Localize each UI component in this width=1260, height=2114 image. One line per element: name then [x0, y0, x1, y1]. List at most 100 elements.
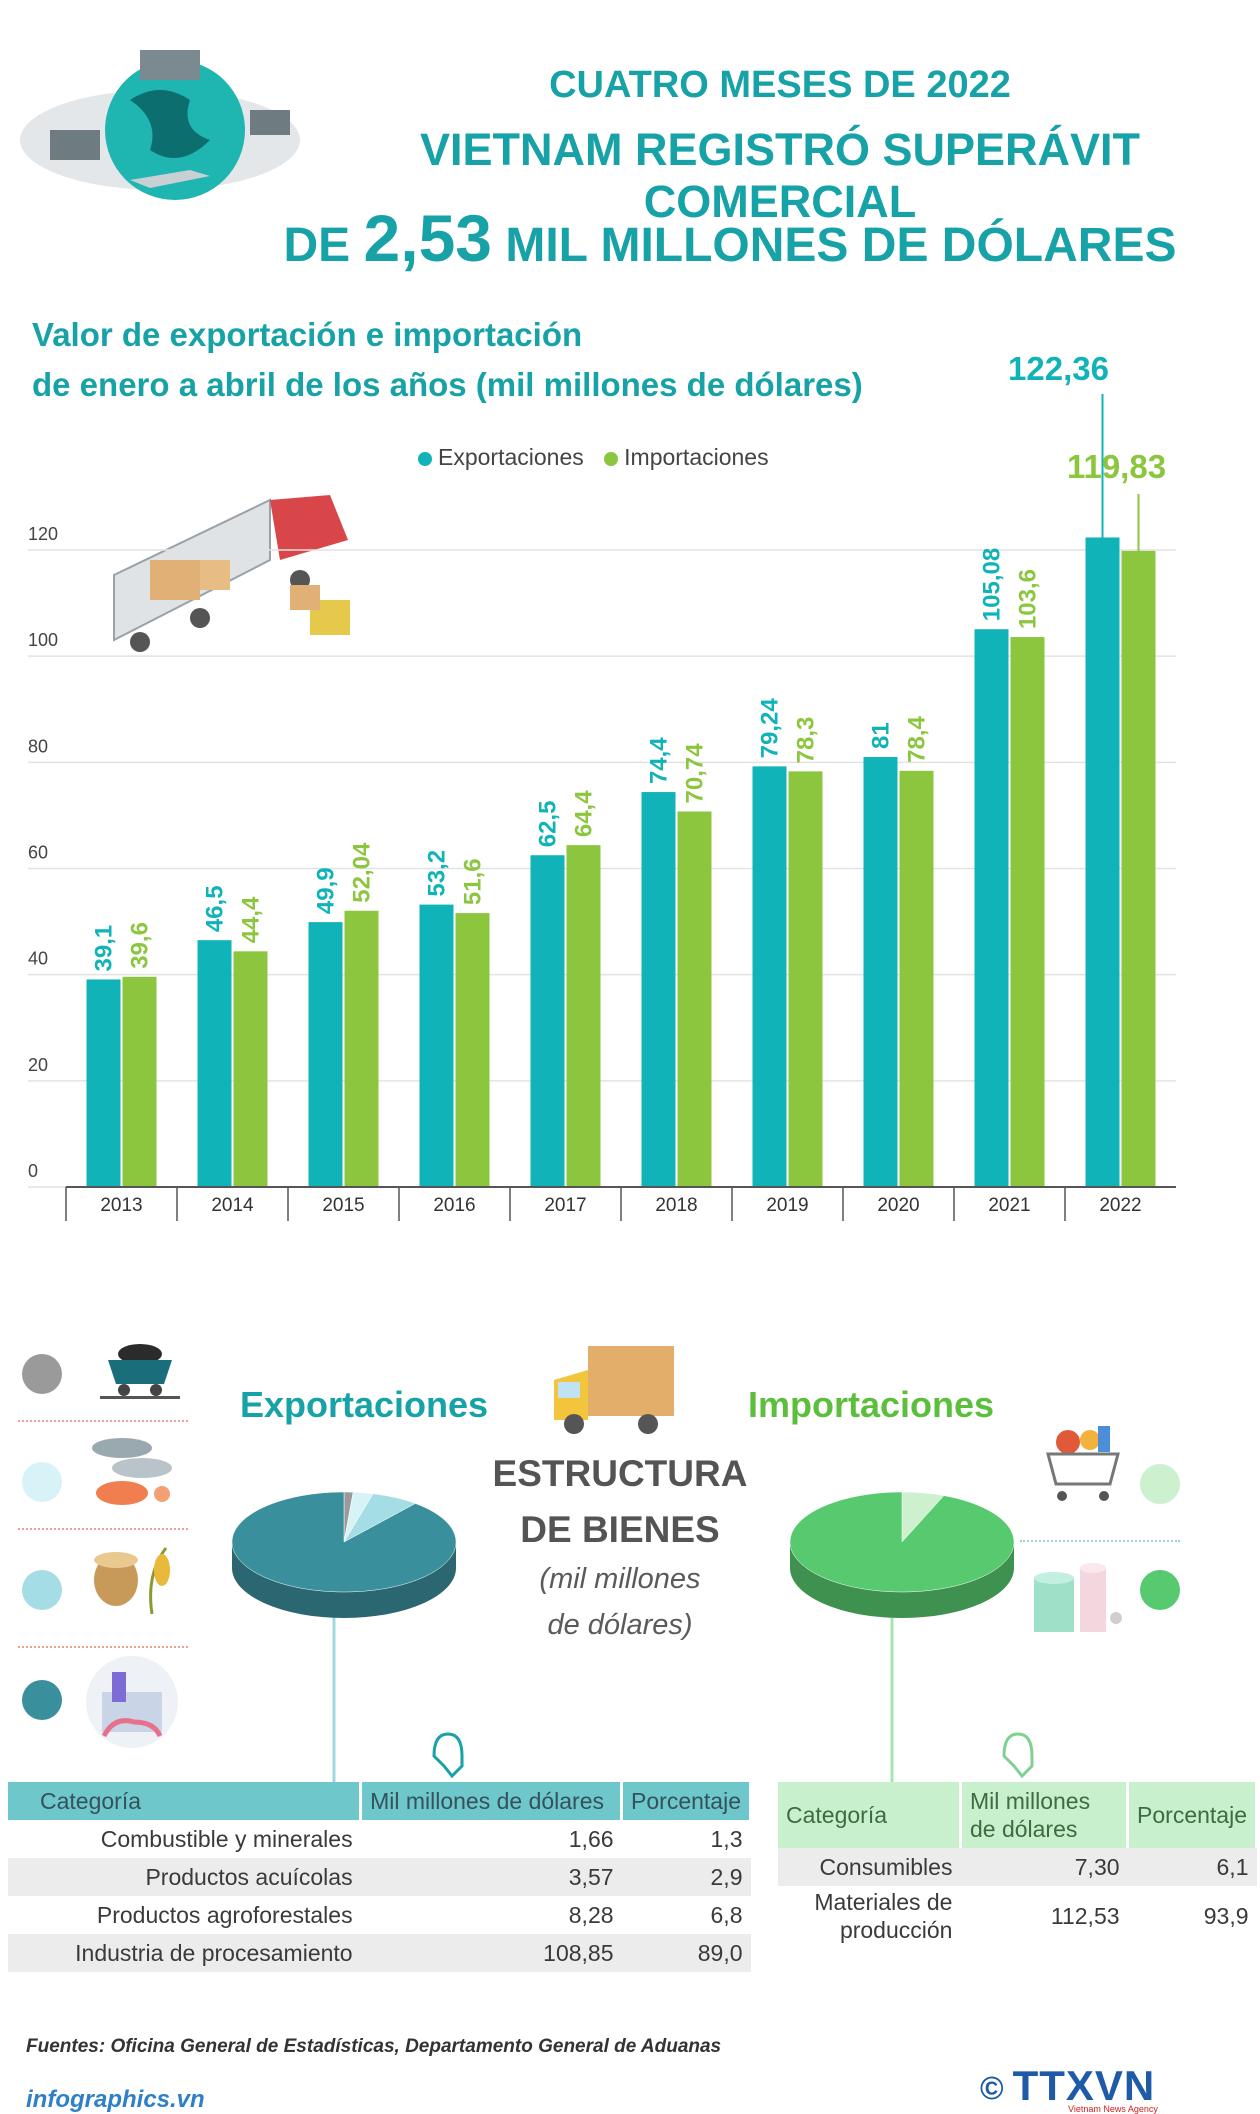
data-label-exports: 46,5: [202, 885, 229, 932]
data-label-exports: 74,4: [646, 737, 673, 784]
headline-line3-post: MIL MILLONES DE DÓLARES: [505, 219, 1177, 272]
imports-row-value: 7,30: [960, 1848, 1128, 1886]
bar-exports: [752, 766, 787, 1187]
bar-imports: [788, 771, 823, 1187]
exports-pie-slice: [231, 1491, 457, 1593]
bar-exports: [530, 855, 565, 1187]
data-label-imports: 78,3: [793, 717, 820, 764]
structure-unit-line1: (mil millones: [539, 1563, 701, 1595]
y-tick-label: 40: [28, 949, 48, 969]
exports-row-pct: 6,8: [710, 1901, 743, 1928]
exports-col-category: Categoría: [8, 1782, 363, 1820]
structure-unit-line2: de dólares): [547, 1609, 693, 1641]
table-row: Industria de procesamiento 108,85 89,0: [8, 1934, 751, 1972]
coal-cart-icon: [100, 1344, 180, 1399]
chart-x-axis: 2013 2014 2015 2016 2017 2018 2019 2020 2021 2022: [65, 1186, 1176, 1221]
table-row: Productos acuícolas 3,57 2,9: [8, 1858, 751, 1896]
imports-table: Categoría Mil millones de dólares Porcen…: [778, 1782, 1258, 1946]
chart-data-labels: 39,1 39,6 46,5 44,4 49,9 52,04 53,2 51,6 62,5 64,…: [91, 350, 1167, 971]
separator-line: [1020, 1540, 1180, 1542]
imports-col-value: Mil millones de dólares: [960, 1782, 1130, 1848]
structure-title: ESTRUCTURA DE BIENES: [480, 1446, 760, 1558]
bar-exports: [974, 629, 1009, 1187]
data-label-imports: 52,04: [349, 842, 376, 903]
bar-exports: [641, 792, 676, 1187]
data-label-exports: 122,36: [1008, 350, 1109, 387]
bar-exports: [197, 940, 232, 1187]
imports-row-pct: 6,1: [1127, 1848, 1257, 1886]
exports-row-value: 108,85: [360, 1934, 622, 1972]
exports-row-value: 3,57: [360, 1858, 622, 1896]
exports-section-title: Exportaciones: [240, 1384, 489, 1425]
x-tick-label: 2022: [1099, 1195, 1141, 1216]
table-row: Materiales de producción 112,53 93,9: [778, 1886, 1257, 1946]
legend-circle-agroforestry: [22, 1570, 62, 1610]
bar-imports: [455, 913, 490, 1187]
structure-unit: (mil millones de dólares): [480, 1556, 760, 1648]
delivery-truck-icon: [554, 1346, 674, 1434]
exports-col-value: Mil millones de dólares: [360, 1782, 624, 1820]
data-label-imports: 39,6: [127, 922, 154, 969]
chart-bars: [86, 537, 1156, 1187]
legend-item-exports: Exportaciones: [418, 444, 590, 470]
imports-row-category: Consumibles: [778, 1848, 961, 1886]
legend-label-imports: Importaciones: [624, 444, 769, 470]
bar-imports: [233, 951, 268, 1187]
exports-row-pct: 89,0: [621, 1934, 751, 1972]
data-label-exports: 81: [868, 722, 895, 749]
separator-line: [18, 1646, 188, 1648]
fish-seafood-icon: [92, 1438, 172, 1505]
legend-label-exports: Exportaciones: [438, 444, 584, 470]
headline-line1: CUATRO MESES DE 2022: [549, 64, 1011, 106]
chart-legend: Exportaciones Importaciones: [418, 444, 783, 471]
legend-circle-processing: [22, 1680, 62, 1720]
site-link[interactable]: infographics.vn: [26, 2086, 205, 2113]
bar-chart: 0 20 40 60 80 100 120 39,1 39,6 46,5 44,4 49,9 52,0…: [28, 350, 1176, 1221]
exports-row-value: 8,28: [568, 1901, 614, 1928]
x-tick-label: 2015: [322, 1195, 364, 1216]
imports-row-value: 112,53: [1050, 1902, 1120, 1929]
bar-imports: [122, 976, 157, 1187]
legend-item-imports: Importaciones: [604, 444, 769, 470]
legend-circle-fuel: [22, 1354, 62, 1394]
bar-exports: [863, 757, 898, 1187]
data-label-imports: 64,4: [571, 790, 598, 837]
bar-exports: [308, 922, 343, 1187]
exports-row-pct: 1,3: [710, 1825, 743, 1852]
x-tick-label: 2020: [877, 1195, 919, 1216]
table-row: Consumibles 7,30 6,1: [778, 1848, 1257, 1886]
headline-line3: DE 2,53 MIL MILLONES DE DÓLARES: [200, 200, 1260, 276]
y-tick-label: 120: [28, 524, 58, 544]
x-tick-label: 2018: [655, 1195, 697, 1216]
data-label-exports: 79,24: [757, 698, 784, 759]
headline-line2: VIETNAM REGISTRÓ SUPERÁVIT COMERCIAL: [419, 124, 1141, 227]
data-label-exports: 49,9: [313, 867, 340, 914]
chart-title: Valor de exportación e importación de en…: [32, 310, 863, 410]
x-tick-label: 2017: [544, 1195, 586, 1216]
x-tick-label: 2021: [988, 1195, 1030, 1216]
exports-table: Categoría Mil millones de dólares Porcen…: [8, 1782, 752, 1972]
agency-subtitle: Vietnam News Agency: [1068, 2104, 1158, 2114]
headline-surplus-value: 2,53: [363, 201, 492, 275]
structure-title-line2: DE BIENES: [520, 1509, 720, 1550]
exports-row-value: 1,66: [568, 1825, 614, 1852]
data-label-imports: 119,83: [1067, 448, 1166, 485]
copyright-symbol: ©: [980, 2070, 1005, 2107]
textile-rolls-icon: [1034, 1563, 1122, 1632]
y-tick-label: 80: [28, 736, 48, 756]
agency-logo: © TTXVN: [980, 2062, 1155, 2110]
pointing-hand-icon: [1002, 1732, 1034, 1779]
legend-dot-exports: [418, 451, 432, 466]
imports-table-header: Categoría Mil millones de dólares Porcen…: [778, 1782, 1258, 1848]
source-note: Fuentes: Oficina General de Estadísticas…: [26, 2036, 722, 2057]
data-label-exports: 105,08: [979, 548, 1006, 621]
agency-name: TTXVN: [1012, 2062, 1156, 2109]
exports-row-category: Combustible y minerales: [100, 1825, 353, 1852]
legend-circle-production: [1140, 1570, 1180, 1610]
data-label-imports: 103,6: [1015, 569, 1042, 629]
separator-line: [18, 1420, 188, 1422]
data-label-imports: 44,4: [238, 896, 265, 943]
legend-circle-consumables: [1140, 1464, 1180, 1504]
data-label-exports: 53,2: [424, 850, 451, 897]
data-label-imports: 70,74: [682, 743, 709, 804]
